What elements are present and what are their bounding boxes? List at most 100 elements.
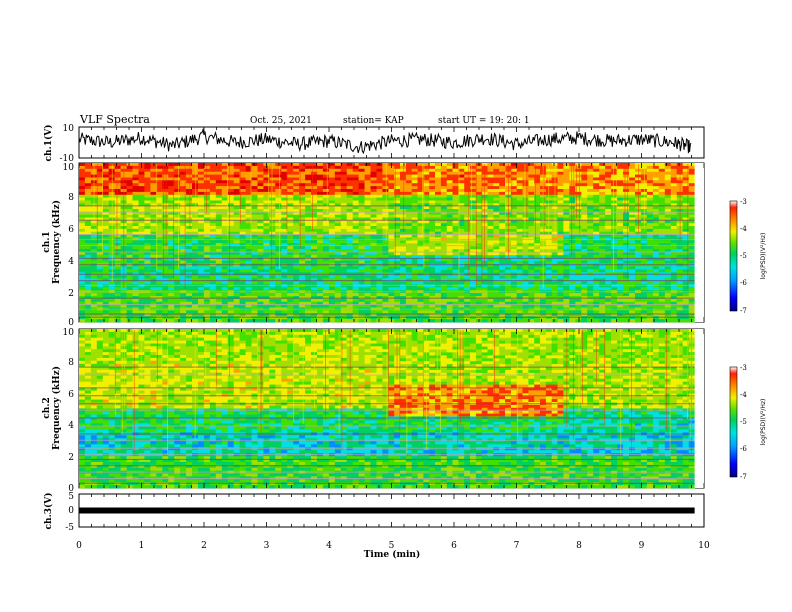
spectrogram-cell xyxy=(617,203,624,207)
spectrogram-cell xyxy=(269,220,276,224)
spectrogram-cell xyxy=(269,228,276,233)
spectrogram-cell xyxy=(209,226,217,230)
spectrogram-cell xyxy=(96,191,104,196)
spectrogram-cell xyxy=(138,313,145,317)
spectrogram-cell xyxy=(599,217,606,221)
spectrogram-cell xyxy=(138,293,145,297)
spectrogram-cell xyxy=(435,246,442,250)
spectrogram-cell xyxy=(358,249,365,253)
spectrogram-cell xyxy=(352,246,359,250)
spectrogram-cell xyxy=(394,284,401,288)
spectrogram-cell xyxy=(510,319,518,323)
spectrogram-cell xyxy=(251,214,258,218)
spectrogram-cell xyxy=(281,165,288,170)
spectrogram-cell xyxy=(251,197,258,201)
spectrogram-cell xyxy=(429,255,436,259)
spectrogram-cell xyxy=(203,293,211,297)
spectrogram-cell xyxy=(233,260,240,264)
spectrogram-cell xyxy=(646,214,654,218)
spectrogram-cell xyxy=(370,298,377,303)
spectrogram-cell xyxy=(269,269,276,273)
spectrogram-cell xyxy=(464,226,471,230)
spectrogram-cell xyxy=(446,252,453,256)
spectrogram-cell xyxy=(510,183,518,187)
spectrogram-cell xyxy=(293,243,300,247)
spectrogram-cell xyxy=(299,243,306,247)
spectrogram-cell xyxy=(322,278,330,282)
spectrogram-cell xyxy=(251,319,258,323)
spectrogram-cell xyxy=(411,319,418,323)
spectrogram-cell xyxy=(227,281,234,285)
spectrogram-cell xyxy=(405,203,413,207)
spectrogram-cell xyxy=(557,200,564,204)
spectrogram-cell xyxy=(446,301,453,306)
spectrogram-cell xyxy=(682,203,690,207)
spectrogram-cell xyxy=(475,266,483,271)
spectrogram-cell xyxy=(251,316,258,320)
spectrogram-cell xyxy=(79,189,86,193)
spectrogram-cell xyxy=(168,174,175,178)
spectrogram-cell xyxy=(227,209,234,213)
spectrogram-cell xyxy=(209,189,217,193)
spectrogram-cell xyxy=(322,260,330,264)
spectrogram-cell xyxy=(516,252,523,256)
spectrogram-cell xyxy=(452,246,459,250)
spectrogram-cell xyxy=(114,313,121,317)
spectrogram-cell xyxy=(221,313,229,317)
spectrogram-cell xyxy=(470,258,477,262)
spectrogram-cell xyxy=(174,316,181,320)
spectrogram-cell xyxy=(664,206,672,210)
spectrogram-cell xyxy=(499,319,506,323)
spectrogram-cell xyxy=(227,220,234,224)
spectrogram-cell xyxy=(275,251,282,256)
spectrogram-cell xyxy=(257,211,264,215)
spectrogram-cell xyxy=(411,313,418,317)
spectrogram-cell xyxy=(376,197,383,201)
spectrogram-cell xyxy=(475,278,483,282)
spectrogram-cell xyxy=(334,269,342,273)
spectrogram-cell xyxy=(464,174,471,178)
spectrogram-cell xyxy=(281,194,288,198)
spectrogram-cell xyxy=(534,316,541,320)
spectrogram-cell xyxy=(317,304,324,308)
spectrogram-cell xyxy=(322,310,330,314)
spectrogram-cell xyxy=(203,189,211,193)
spectrogram-cell xyxy=(429,316,436,320)
spectrogram-cell xyxy=(102,293,110,297)
spectrogram-cell xyxy=(215,165,223,170)
spectrogram-cell xyxy=(269,275,276,279)
spectrogram-cell xyxy=(239,251,246,256)
spectrogram-cell xyxy=(563,183,570,187)
spectrogram-cell xyxy=(352,287,359,291)
spectrogram-cell xyxy=(203,217,211,221)
spectrogram-cell xyxy=(84,293,92,297)
spectrogram-cell xyxy=(528,246,535,250)
spectrogram-cell xyxy=(263,269,270,273)
spectrogram-cell xyxy=(126,174,133,178)
spectrogram-cell xyxy=(493,258,500,262)
spectrogram-cell xyxy=(516,200,523,204)
spectrogram-cell xyxy=(605,191,612,196)
spectrogram-cell xyxy=(174,301,181,306)
spectrogram-cell xyxy=(174,203,181,207)
spectrogram-cell xyxy=(186,203,193,207)
spectrogram-cell xyxy=(257,243,264,247)
spectrogram-cell xyxy=(132,197,139,201)
spectrogram-cell xyxy=(126,168,133,173)
spectrogram-cell xyxy=(328,165,336,170)
spectrogram-cell xyxy=(534,206,541,210)
spectrogram-cell xyxy=(528,191,535,196)
spectrogram-cell xyxy=(233,231,240,235)
spectrogram-cell xyxy=(79,310,86,314)
spectrogram-cell xyxy=(79,220,86,224)
spectrogram-cell xyxy=(162,200,169,204)
spectrogram-cell xyxy=(257,168,264,173)
spectrogram-cell xyxy=(198,249,205,253)
spectrogram-cell xyxy=(245,254,252,259)
spectrogram-cell xyxy=(186,211,193,215)
spectrogram-cell xyxy=(221,243,229,247)
spectrogram-cell xyxy=(388,180,395,184)
spectrogram-cell xyxy=(114,240,121,244)
spectrogram-cell xyxy=(257,174,264,178)
spectrogram-cell xyxy=(557,177,564,181)
